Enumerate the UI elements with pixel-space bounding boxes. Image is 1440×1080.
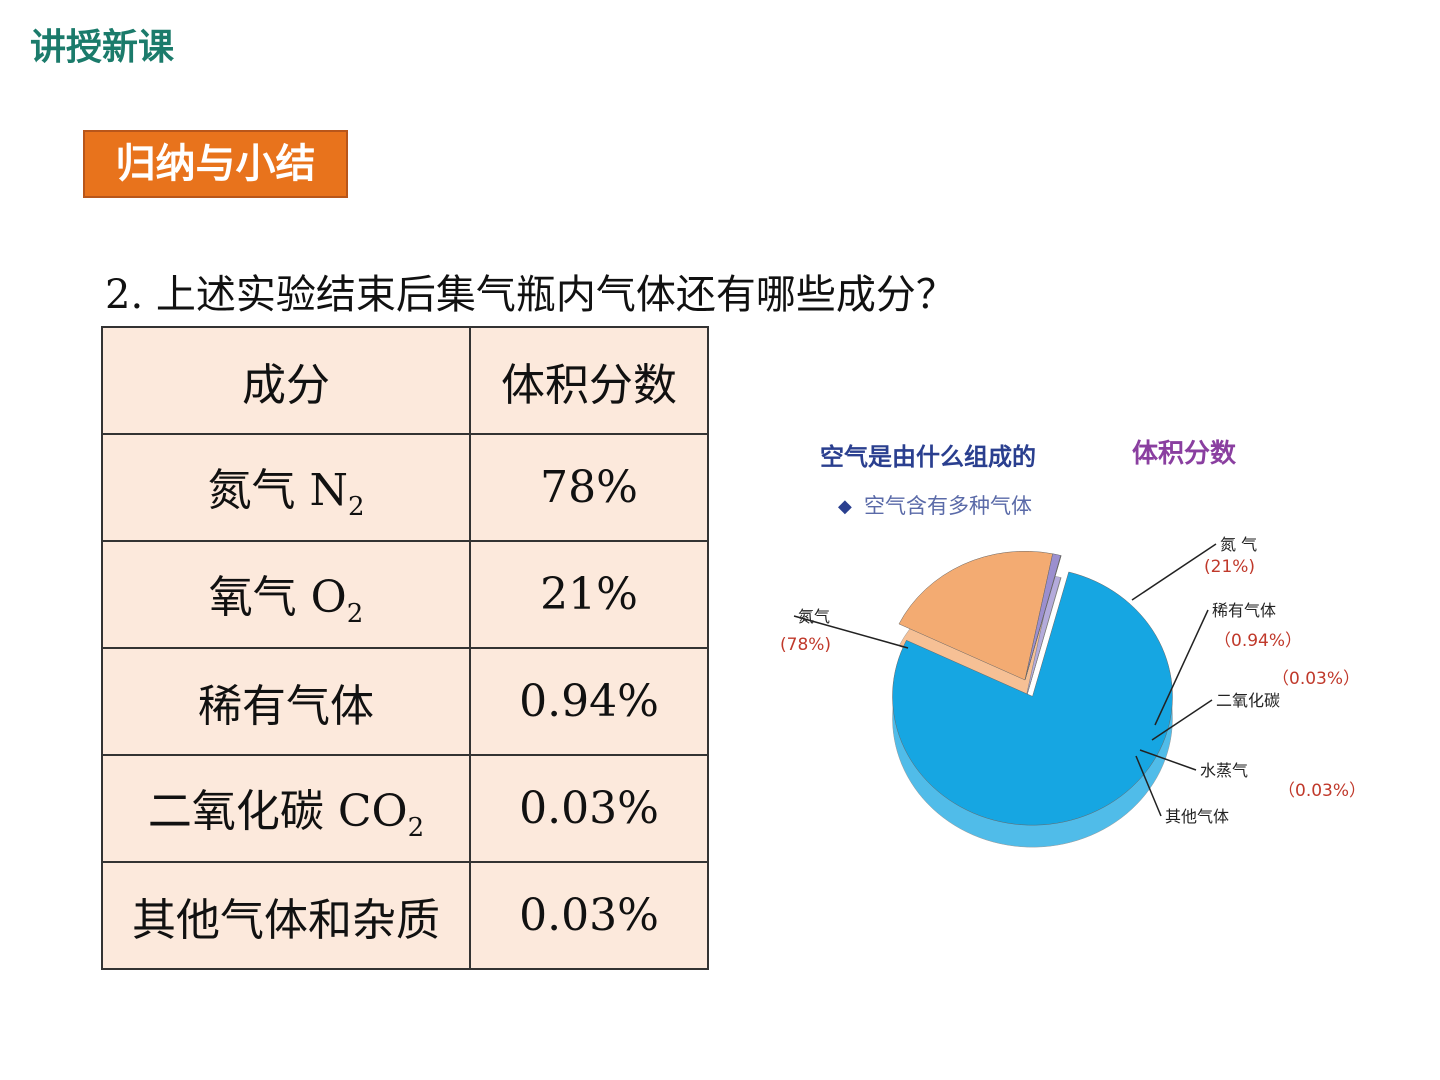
slice-value-label: （0.03%） xyxy=(1278,781,1366,801)
header-cell: 成分 xyxy=(101,326,471,435)
table-header-row: 成分 体积分数 xyxy=(101,326,709,435)
slice-value-label: （0.94%） xyxy=(1214,631,1302,651)
component-cell: 二氧化碳 CO2 xyxy=(101,754,471,863)
slice-name: 氮 气 xyxy=(1220,535,1257,554)
fraction-cell: 0.94% xyxy=(469,647,709,756)
slice-name: 水蒸气 xyxy=(1200,761,1248,780)
fraction-cell: 21% xyxy=(469,540,709,649)
component-cell: 氧气 O2 xyxy=(101,540,471,649)
slice-value-label: (78%) xyxy=(780,635,831,655)
leader-line xyxy=(1154,609,1209,726)
badge: 归纳与小结 xyxy=(83,130,348,198)
slice-value-label: (21%) xyxy=(1204,557,1255,577)
leader-line xyxy=(793,615,909,649)
component-cell: 氮气 N2 xyxy=(101,433,471,542)
component-name: 二氧化碳 CO xyxy=(147,785,408,837)
header-title: 讲授新课 xyxy=(30,27,175,68)
table-row: 氧气 O2 21% xyxy=(101,540,709,649)
slice-value-label: （0.03%） xyxy=(1272,669,1360,689)
header-cell: 体积分数 xyxy=(469,326,709,435)
slice-name: 稀有气体 xyxy=(1212,601,1276,620)
subscript: 2 xyxy=(346,598,364,629)
table-row: 其他气体和杂质 0.03% xyxy=(101,861,709,970)
table-row: 氮气 N2 78% xyxy=(101,433,709,542)
pie-slice xyxy=(898,550,1053,681)
subscript: 2 xyxy=(347,491,365,522)
slice-name: 氮气 xyxy=(798,607,830,626)
pie-slice xyxy=(1024,555,1062,681)
component-name: 氧气 O xyxy=(208,571,347,623)
component-name: 稀有气体 xyxy=(198,680,374,732)
figure-bullet: 空气含有多种气体 xyxy=(864,494,1032,518)
slice-side xyxy=(1024,577,1062,703)
fraction-cell: 0.03% xyxy=(469,754,709,863)
leader-line xyxy=(1135,755,1162,817)
table-row: 二氧化碳 CO2 0.03% xyxy=(101,754,709,863)
component-cell: 稀有气体 xyxy=(101,647,471,756)
slice-name: 二氧化碳 xyxy=(1216,691,1280,710)
fraction-cell: 78% xyxy=(469,433,709,542)
pie-slice xyxy=(892,571,1173,826)
table: 成分 体积分数 氮气 N2 78% 氧气 O2 21% 稀有气体 0.94% 二氧化碳 CO2 0… xyxy=(101,326,709,970)
figure-title: 空气是由什么组成的 xyxy=(820,443,1036,471)
component-cell: 其他气体和杂质 xyxy=(101,861,471,970)
question: 2. 上述实验结束后集气瓶内气体还有哪些成分？ xyxy=(105,272,956,318)
figure-subtitle: 体积分数 xyxy=(1132,439,1237,469)
bullet-mark: ◆ xyxy=(838,496,852,517)
component-name: 氮气 N xyxy=(207,464,348,516)
table-row: 稀有气体 0.94% xyxy=(101,647,709,756)
fraction-cell: 0.03% xyxy=(469,861,709,970)
leader-line xyxy=(1131,543,1217,601)
slice-name: 其他气体 xyxy=(1165,807,1229,826)
subscript: 2 xyxy=(407,812,425,843)
leader-line xyxy=(1139,749,1197,771)
leader-line xyxy=(1151,699,1213,741)
component-name: 其他气体和杂质 xyxy=(132,894,440,946)
